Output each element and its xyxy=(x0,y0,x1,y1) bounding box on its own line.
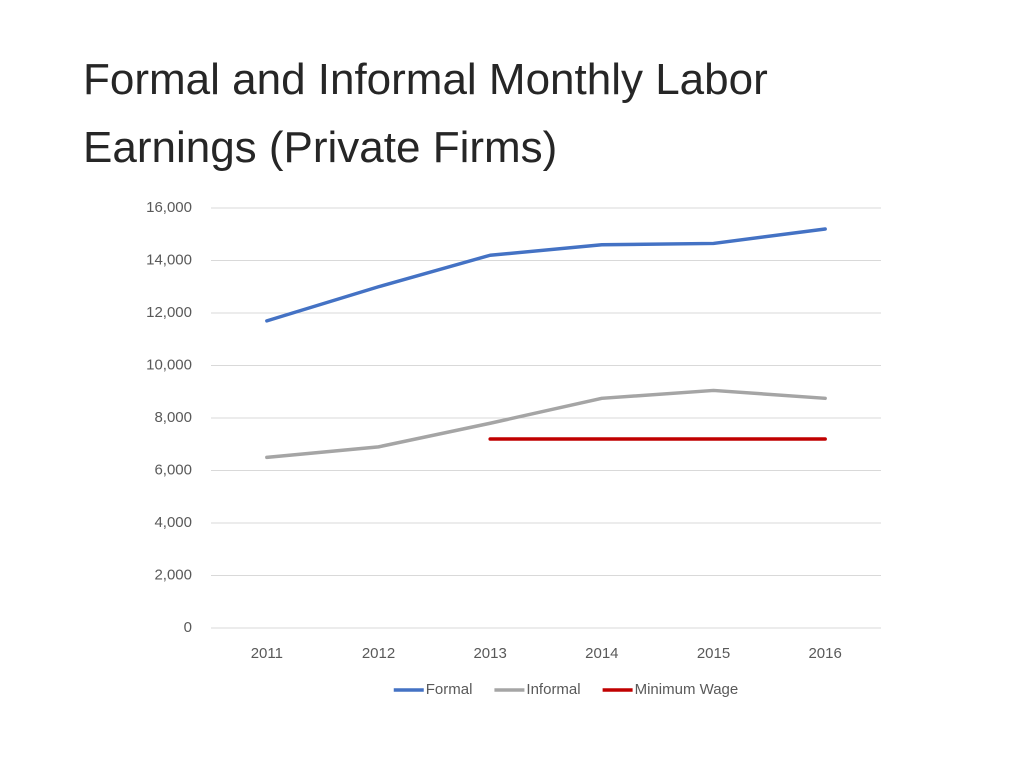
y-tick-label: 4,000 xyxy=(154,514,192,531)
data-line xyxy=(265,388,827,460)
y-tick-label: 2,000 xyxy=(154,566,192,583)
y-tick-label: 6,000 xyxy=(154,461,192,478)
x-tick-label: 2016 xyxy=(808,645,841,662)
y-tick-label: 8,000 xyxy=(154,409,192,426)
legend-label: Formal xyxy=(426,681,473,698)
legend-label: Minimum Wage xyxy=(635,681,739,698)
y-tick-label: 10,000 xyxy=(146,356,192,373)
chart-title: Formal and Informal Monthly Labor Earnin… xyxy=(83,55,768,172)
y-tick-label: 12,000 xyxy=(146,304,192,321)
data-line xyxy=(265,227,827,323)
x-tick-label: 2015 xyxy=(697,645,730,662)
x-tick-label: 2014 xyxy=(585,645,618,662)
legend-label: Informal xyxy=(526,681,580,698)
y-tick-label: 14,000 xyxy=(146,251,192,268)
x-tick-label: 2012 xyxy=(362,645,395,662)
y-tick-label: 16,000 xyxy=(146,199,192,216)
x-tick-label: 2011 xyxy=(251,645,283,662)
y-tick-label: 0 xyxy=(184,619,192,636)
x-tick-label: 2013 xyxy=(473,645,506,662)
